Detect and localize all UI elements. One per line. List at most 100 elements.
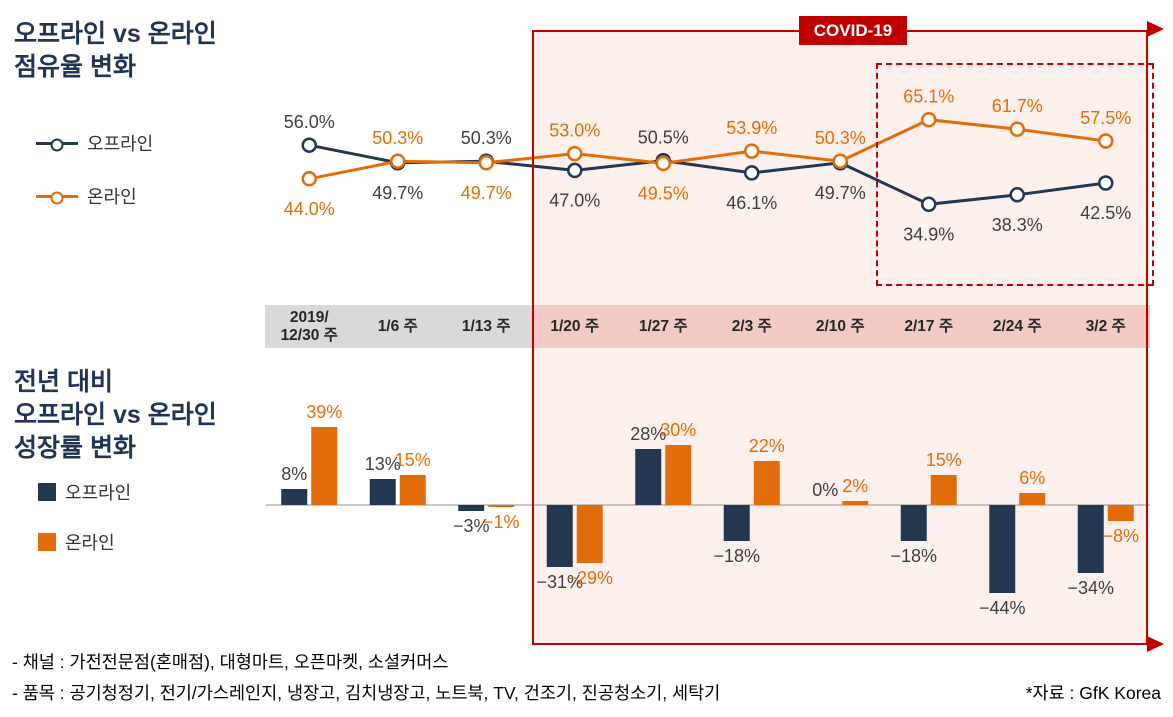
- bar: [488, 505, 515, 507]
- value-label: −31%: [536, 572, 583, 592]
- covid-arrow-right-bottom-icon: [1147, 636, 1164, 652]
- offline-line-marker-icon: [36, 141, 78, 145]
- value-label: 50.3%: [815, 128, 866, 148]
- data-point: [567, 162, 583, 179]
- bar: [989, 505, 1016, 593]
- value-label: 53.0%: [549, 121, 600, 141]
- covid-impact-dashed-box: [876, 63, 1154, 286]
- bar: [281, 489, 308, 505]
- data-point: [921, 196, 937, 213]
- value-label: 38.3%: [992, 215, 1043, 235]
- bar: [842, 501, 869, 505]
- value-label: 50.3%: [372, 128, 423, 148]
- offline-bars: 8% 13% −3% −31% 28% −18% 0% −18% −44% −34%: [281, 424, 1114, 618]
- value-label: 0%: [812, 480, 838, 500]
- legend-label-online: 온라인: [87, 187, 137, 207]
- legend-item-offline: 오프라인: [38, 479, 131, 505]
- value-label: 49.7%: [372, 183, 423, 203]
- offline-swatch-icon: [38, 483, 56, 501]
- data-point: [832, 153, 848, 169]
- data-point: [1098, 175, 1114, 191]
- value-label: 57.5%: [1080, 108, 1131, 128]
- value-label: −18%: [713, 546, 760, 566]
- week-label: 2/17 주: [884, 305, 973, 348]
- value-label: 42.5%: [1080, 203, 1131, 223]
- value-label: 2%: [842, 476, 868, 496]
- value-label: 44.0%: [284, 199, 335, 219]
- data-point: [744, 143, 760, 159]
- bar: [1077, 505, 1104, 573]
- growth-chart-legend: 오프라인 온라인: [38, 479, 131, 555]
- value-label: 49.7%: [815, 183, 866, 203]
- value-label: 65.1%: [903, 87, 954, 107]
- data-point: [301, 137, 317, 153]
- data-point: [1009, 121, 1025, 137]
- legend-item-offline: 오프라인: [36, 130, 153, 156]
- bar: [546, 505, 573, 567]
- bar: [369, 479, 396, 505]
- data-point: [1098, 133, 1114, 149]
- online-bars: 39% 15% −1% −29% 30% 22% 2% 15% 6% −8%: [306, 402, 1139, 588]
- footnote-items: - 품목 : 공기청정기, 전기/가스레인지, 냉장고, 김치냉장고, 노트북,…: [12, 683, 721, 703]
- value-label: 56.0%: [284, 112, 335, 132]
- value-label: −8%: [1102, 526, 1139, 546]
- legend-label-online: 온라인: [65, 533, 115, 553]
- value-label: −34%: [1067, 578, 1114, 598]
- week-label: 1/27 주: [619, 305, 708, 348]
- online-line-marker-icon: [36, 194, 78, 198]
- legend-label-offline: 오프라인: [65, 483, 132, 503]
- source-credit: *자료 : GfK Korea: [1025, 683, 1161, 703]
- covid-arrow-right-top-icon: [1147, 21, 1164, 37]
- legend-item-online: 온라인: [36, 183, 153, 209]
- week-label: 1/13 주: [442, 305, 531, 348]
- value-label: 34.9%: [903, 224, 954, 244]
- bar: [635, 449, 662, 505]
- week-label: 1/6 주: [353, 305, 442, 348]
- bar: [723, 505, 750, 541]
- week-label: 2/10 주: [796, 305, 885, 348]
- bar: [753, 461, 780, 505]
- bar: [399, 475, 426, 505]
- value-label: −44%: [979, 598, 1026, 618]
- data-point: [478, 155, 494, 171]
- value-label: 15%: [926, 450, 962, 470]
- value-label: 50.3%: [461, 128, 512, 148]
- bar: [665, 445, 692, 505]
- legend-item-online: 온라인: [38, 529, 131, 555]
- share-line-chart: 56.0% 44.0% 49.7% 50.3% 50.3% 49.7% 47.0% 53.0%…: [284, 87, 1132, 245]
- online-swatch-icon: [38, 533, 56, 551]
- week-label: 2/24 주: [973, 305, 1062, 348]
- value-label: 61.7%: [992, 96, 1043, 116]
- value-label: 46.1%: [726, 193, 777, 213]
- share-chart-legend: 오프라인 온라인: [36, 130, 153, 209]
- bar: [311, 427, 338, 505]
- week-label: 3/2 주: [1061, 305, 1150, 348]
- data-point: [301, 171, 317, 187]
- value-label: 47.0%: [549, 190, 600, 210]
- share-chart-title: 오프라인 vs 온라인 점유율 변화: [14, 20, 217, 81]
- value-label: 15%: [395, 450, 431, 470]
- bar: [1019, 493, 1046, 505]
- value-label: −1%: [483, 512, 520, 532]
- growth-chart-title: 전년 대비 오프라인 vs 온라인 성장률 변화: [14, 368, 217, 462]
- data-point: [567, 145, 583, 162]
- value-label: 13%: [365, 454, 401, 474]
- footnote-channels: - 채널 : 가전전문점(혼매점), 대형마트, 오픈마켓, 소셜커머스: [12, 652, 449, 672]
- value-label: −18%: [890, 546, 937, 566]
- growth-bar-chart: 8% 13% −3% −31% 28% −18% 0% −18% −44% −34% 39% 15% −…: [266, 402, 1150, 618]
- value-label: −29%: [566, 568, 613, 588]
- data-point: [1009, 187, 1025, 203]
- value-label: 50.5%: [638, 128, 689, 148]
- bar: [1107, 505, 1134, 521]
- bar: [458, 505, 485, 511]
- value-label: 49.7%: [461, 183, 512, 203]
- week-label: 2019/ 12/30 주: [265, 305, 354, 348]
- bar: [900, 505, 927, 541]
- value-label: 28%: [630, 424, 666, 444]
- week-label: 2/3 주: [707, 305, 796, 348]
- week-label: 1/20 주: [530, 305, 619, 348]
- data-point: [655, 155, 671, 172]
- value-label: 22%: [749, 436, 785, 456]
- legend-label-offline: 오프라인: [87, 134, 154, 154]
